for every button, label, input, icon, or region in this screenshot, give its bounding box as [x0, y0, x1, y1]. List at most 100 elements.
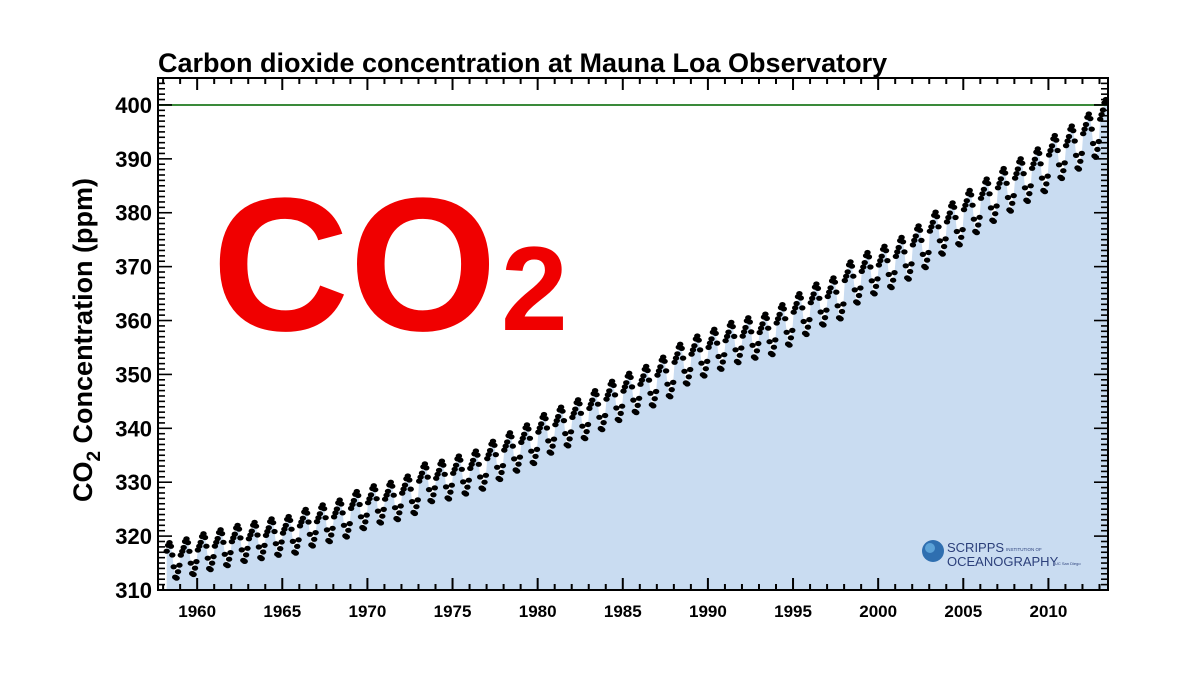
data-point [259, 549, 267, 555]
data-point [857, 285, 864, 291]
data-point [867, 264, 874, 270]
y-axis-label: CO2 Concentration (ppm) [68, 178, 105, 502]
data-point [262, 532, 270, 539]
data-point [919, 251, 927, 257]
data-point [452, 462, 460, 468]
data-point [643, 363, 650, 369]
data-point [756, 329, 763, 336]
data-point [201, 534, 209, 541]
data-point [993, 203, 1000, 209]
data-point [254, 532, 261, 538]
data-point [268, 516, 275, 522]
y-tick-label: 370 [115, 255, 152, 280]
data-point [722, 338, 729, 344]
data-point [715, 353, 722, 360]
data-point [749, 342, 756, 348]
data-point [765, 325, 772, 331]
data-point [574, 397, 582, 403]
data-point [519, 435, 526, 441]
data-point [892, 253, 900, 259]
data-point [391, 505, 399, 511]
data-point [1043, 181, 1050, 187]
data-point [660, 354, 667, 360]
data-point [272, 541, 280, 547]
data-point [769, 352, 776, 358]
data-point [555, 413, 562, 420]
data-point [565, 443, 572, 449]
data-point [1072, 152, 1080, 158]
data-point [387, 479, 394, 485]
x-tick-label: 2005 [944, 602, 982, 621]
data-point [1026, 191, 1033, 197]
data-point [521, 431, 528, 437]
data-point [820, 322, 827, 328]
data-point [799, 305, 806, 311]
x-tick-label: 1960 [178, 602, 216, 621]
x-tick-label: 1985 [604, 602, 642, 621]
data-point [525, 426, 532, 432]
data-point [536, 425, 543, 431]
data-point [566, 436, 573, 442]
data-point [1064, 138, 1071, 144]
data-point [929, 219, 936, 225]
data-point [445, 496, 453, 502]
data-point [336, 497, 343, 503]
data-point [668, 387, 675, 393]
data-point [1054, 147, 1061, 154]
data-point [208, 560, 216, 566]
data-point [635, 395, 643, 401]
data-point [997, 176, 1005, 182]
data-point [496, 476, 504, 483]
data-point [912, 233, 919, 239]
data-point [169, 552, 176, 558]
data-point [383, 492, 390, 498]
data-point [224, 563, 231, 569]
data-point [286, 517, 294, 524]
data-point [711, 326, 718, 332]
data-point [450, 470, 457, 476]
data-point [662, 368, 670, 374]
data-point [945, 214, 952, 221]
data-point [538, 421, 545, 427]
data-point [630, 397, 637, 403]
data-point [486, 447, 494, 454]
data-point [438, 458, 446, 464]
data-point [661, 358, 668, 364]
data-point [366, 496, 373, 502]
data-point [861, 260, 868, 266]
data-point [953, 228, 961, 235]
data-point [221, 551, 228, 557]
data-point [983, 176, 990, 182]
data-point [894, 249, 901, 255]
data-point [577, 410, 585, 416]
data-point [203, 543, 210, 549]
data-point [969, 202, 976, 208]
data-point [523, 422, 531, 428]
data-point [670, 379, 677, 385]
data-point [816, 295, 823, 301]
data-point [261, 542, 268, 549]
data-point [482, 472, 490, 478]
data-point [963, 198, 970, 204]
data-point [570, 410, 577, 416]
data-point [885, 271, 892, 278]
data-point [326, 539, 333, 545]
data-point [417, 474, 424, 480]
data-point [1027, 183, 1034, 189]
data-point [513, 468, 521, 474]
data-point [174, 569, 182, 575]
data-point [465, 477, 472, 483]
data-point [855, 292, 863, 299]
data-point [834, 303, 841, 309]
data-point [672, 355, 680, 361]
data-point [599, 427, 606, 433]
data-point [1077, 158, 1084, 164]
data-point [1089, 140, 1097, 147]
data-point [1021, 185, 1029, 191]
data-point [1087, 116, 1094, 122]
data-point [477, 474, 484, 480]
data-point [647, 390, 654, 396]
data-point [474, 452, 481, 458]
data-point [559, 408, 566, 414]
data-point [278, 539, 285, 545]
